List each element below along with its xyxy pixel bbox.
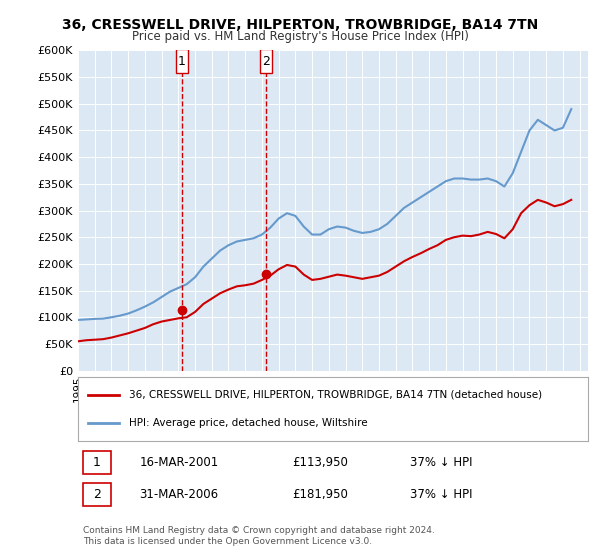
Text: 2: 2: [93, 488, 101, 501]
FancyBboxPatch shape: [83, 483, 111, 506]
FancyBboxPatch shape: [176, 49, 188, 73]
FancyBboxPatch shape: [260, 49, 272, 73]
Text: 36, CRESSWELL DRIVE, HILPERTON, TROWBRIDGE, BA14 7TN (detached house): 36, CRESSWELL DRIVE, HILPERTON, TROWBRID…: [129, 390, 542, 400]
Text: 1: 1: [93, 456, 101, 469]
FancyBboxPatch shape: [83, 451, 111, 474]
Text: HPI: Average price, detached house, Wiltshire: HPI: Average price, detached house, Wilt…: [129, 418, 368, 428]
Text: 37% ↓ HPI: 37% ↓ HPI: [409, 456, 472, 469]
Text: 16-MAR-2001: 16-MAR-2001: [139, 456, 218, 469]
Text: £181,950: £181,950: [292, 488, 348, 501]
Text: 37% ↓ HPI: 37% ↓ HPI: [409, 488, 472, 501]
Text: 36, CRESSWELL DRIVE, HILPERTON, TROWBRIDGE, BA14 7TN: 36, CRESSWELL DRIVE, HILPERTON, TROWBRID…: [62, 18, 538, 32]
Text: 2: 2: [262, 54, 270, 68]
Text: £113,950: £113,950: [292, 456, 348, 469]
Text: Contains HM Land Registry data © Crown copyright and database right 2024.
This d: Contains HM Land Registry data © Crown c…: [83, 526, 435, 546]
Text: 31-MAR-2006: 31-MAR-2006: [139, 488, 218, 501]
Text: 1: 1: [178, 54, 186, 68]
Text: Price paid vs. HM Land Registry's House Price Index (HPI): Price paid vs. HM Land Registry's House …: [131, 30, 469, 44]
